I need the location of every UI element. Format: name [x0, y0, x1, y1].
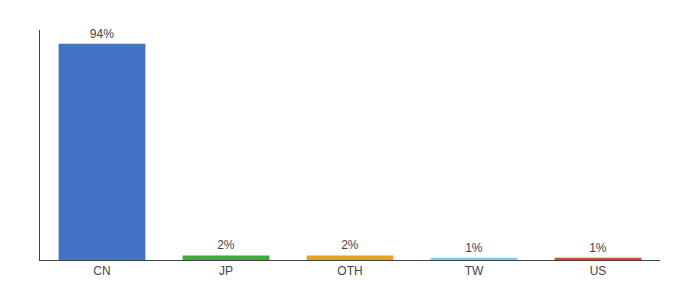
svg-text:OTH: OTH	[337, 264, 362, 278]
svg-text:TW: TW	[465, 264, 484, 278]
svg-text:1%: 1%	[589, 241, 607, 255]
svg-text:94%: 94%	[90, 27, 114, 41]
svg-text:2%: 2%	[217, 238, 235, 252]
svg-text:1%: 1%	[465, 241, 483, 255]
svg-text:2%: 2%	[341, 238, 359, 252]
svg-text:CN: CN	[93, 264, 110, 278]
svg-text:JP: JP	[219, 264, 233, 278]
svg-text:US: US	[590, 264, 607, 278]
